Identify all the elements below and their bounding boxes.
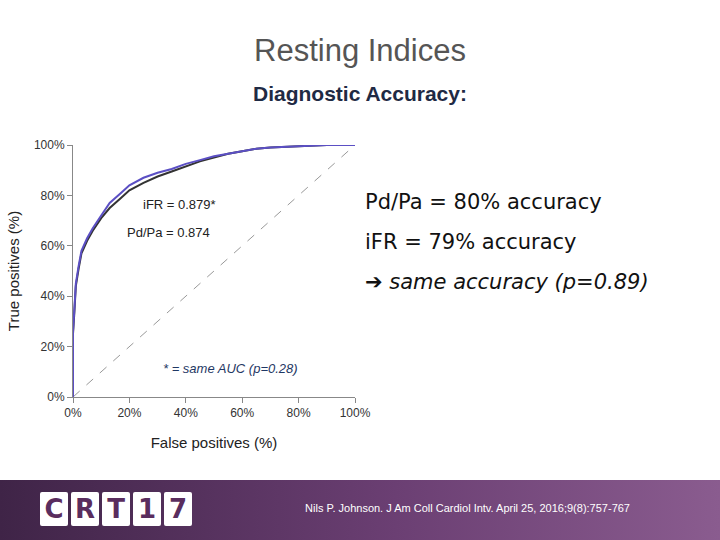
svg-text:➔ same accuracy (p=0.89): ➔ same accuracy (p=0.89): [365, 270, 649, 294]
svg-text:20%: 20%: [41, 340, 65, 354]
svg-text:100%: 100%: [34, 138, 65, 152]
html-text:1: 1: [138, 494, 156, 524]
html-text:Nils P. Johnson. J Am Coll Car: Nils P. Johnson. J Am Coll Cardiol Intv.…: [305, 502, 630, 514]
html-text:R: R: [75, 494, 95, 524]
svg-text:60%: 60%: [41, 239, 65, 253]
svg-text:100%: 100%: [340, 406, 371, 420]
svg-text:40%: 40%: [41, 289, 65, 303]
svg-text:* = same AUC (p=0.28): * = same AUC (p=0.28): [163, 361, 298, 376]
html-text:T: T: [107, 494, 125, 524]
html-text:7: 7: [169, 494, 187, 524]
svg-text:0%: 0%: [64, 406, 82, 420]
svg-text:0%: 0%: [47, 390, 65, 404]
svg-text:Pd/Pa = 0.874: Pd/Pa = 0.874: [127, 225, 210, 240]
svg-text:False positives (%): False positives (%): [151, 434, 278, 451]
svg-text:80%: 80%: [41, 189, 65, 203]
svg-text:iFR = 0.879*: iFR = 0.879*: [143, 197, 216, 212]
svg-text:80%: 80%: [287, 406, 311, 420]
svg-text:iFR = 79% accuracy: iFR = 79% accuracy: [365, 230, 577, 254]
svg-text:40%: 40%: [174, 406, 198, 420]
svg-text:20%: 20%: [117, 406, 141, 420]
svg-text:True positives (%): True positives (%): [5, 211, 22, 331]
svg-text:Resting Indices: Resting Indices: [254, 33, 466, 68]
html-text:C: C: [44, 494, 64, 524]
svg-text:60%: 60%: [230, 406, 254, 420]
svg-text:Diagnostic Accuracy:: Diagnostic Accuracy:: [253, 82, 467, 105]
svg-text:Pd/Pa = 80% accuracy: Pd/Pa = 80% accuracy: [365, 190, 602, 214]
